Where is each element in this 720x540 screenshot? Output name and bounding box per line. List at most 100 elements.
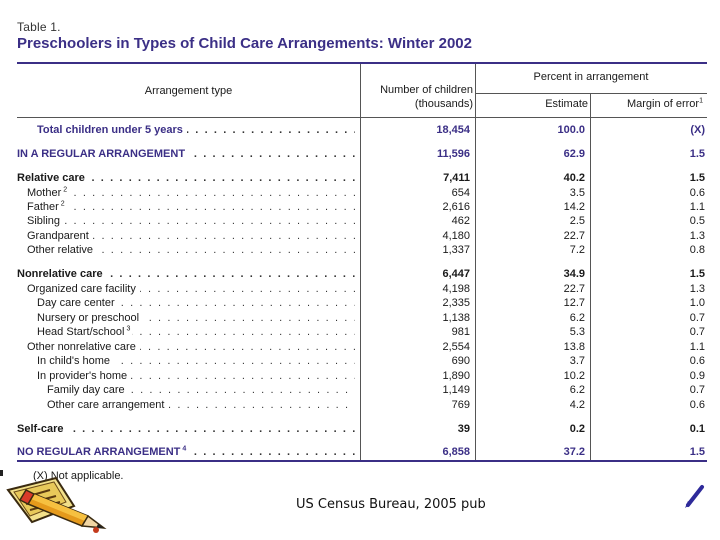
pen-icon <box>685 485 704 508</box>
cell-estimate: 12.7 <box>563 297 585 309</box>
cell-number: 769 <box>451 399 470 411</box>
cell-estimate: 3.5 <box>569 187 585 199</box>
cell-margin: 0.9 <box>689 370 705 382</box>
data-table: Arrangement type Number of children (tho… <box>17 62 707 462</box>
table-row: Other nonrelative care . . . . . . . . .… <box>17 340 707 354</box>
cell-number: 2,554 <box>442 341 470 353</box>
table-row: Day care center . . . . . . . . . . . . … <box>17 296 707 310</box>
row-label: Other relative . . . . . . . . . . . . .… <box>27 243 355 257</box>
cell-estimate: 34.9 <box>563 268 585 280</box>
column-divider <box>590 94 591 460</box>
row-label: In child's home . . . . . . . . . . . . … <box>37 354 355 368</box>
cell-margin: 1.5 <box>689 172 705 184</box>
cell-margin: (X) <box>690 124 705 136</box>
cell-estimate: 22.7 <box>563 283 585 295</box>
cell-margin: 0.8 <box>689 244 705 256</box>
cell-margin: 1.1 <box>689 201 705 213</box>
row-label: NO REGULAR ARRANGEMENT 4 . . . . . . . . … <box>17 445 355 459</box>
row-label: Father 2 . . . . . . . . . . . . . . . . … <box>27 200 355 214</box>
row-label: Total children under 5 years . . . . . .… <box>37 123 355 137</box>
row-label: Head Start/school 3 . . . . . . . . . . .… <box>37 325 355 339</box>
cell-number: 7,411 <box>443 172 470 184</box>
dot-leader: . . . . . . . . . . . . . . . . . . . . … <box>27 215 355 227</box>
cell-number: 6,447 <box>442 268 470 280</box>
cell-margin: 1.3 <box>689 230 705 242</box>
cell-number: 4,180 <box>442 230 470 242</box>
row-label: IN A REGULAR ARRANGEMENT . . . . . . . .… <box>17 147 355 161</box>
row-label: Self-care . . . . . . . . . . . . . . . … <box>17 422 355 436</box>
cell-number: 4,198 <box>442 283 470 295</box>
header-percent-group: Percent in arrangement <box>533 71 649 83</box>
table-title: Preschoolers in Types of Child Care Arra… <box>17 35 472 52</box>
cell-number: 39 <box>457 423 470 435</box>
table-row: Organized care facility . . . . . . . . … <box>17 282 707 296</box>
table-row: Father 2 . . . . . . . . . . . . . . . . … <box>17 200 707 214</box>
cell-estimate: 10.2 <box>563 370 585 382</box>
header-estimate: Estimate <box>545 98 588 110</box>
row-label: Nursery or preschool . . . . . . . . . .… <box>37 311 355 325</box>
header-number-line1: Number of children <box>380 84 473 96</box>
header-rule <box>17 117 707 118</box>
dot-leader: . . . . . . . . . . . . . . . . . . . . … <box>27 201 355 213</box>
cell-margin: 1.3 <box>689 283 705 295</box>
cell-margin: 1.0 <box>689 297 705 309</box>
table-label: Table 1. <box>17 20 61 34</box>
cell-number: 11,596 <box>436 148 470 160</box>
cell-number: 654 <box>451 187 470 199</box>
cell-margin: 0.1 <box>689 423 705 435</box>
cell-number: 18,454 <box>436 124 470 136</box>
table-row: Sibling . . . . . . . . . . . . . . . . … <box>17 214 707 228</box>
table-row: Head Start/school 3 . . . . . . . . . . .… <box>17 325 707 339</box>
table-row: Total children under 5 years . . . . . .… <box>17 123 707 137</box>
cell-number: 690 <box>451 355 470 367</box>
cell-estimate: 6.2 <box>569 312 585 324</box>
dot-leader: . . . . . . . . . . . . . . . . . . . . … <box>37 355 355 367</box>
table-row: Self-care . . . . . . . . . . . . . . . … <box>17 422 707 436</box>
dot-leader: . . . . . . . . . . . . . . . . . . . . … <box>17 423 355 435</box>
row-label: Mother 2 . . . . . . . . . . . . . . . . … <box>27 186 355 200</box>
cell-number: 1,138 <box>442 312 470 324</box>
row-label: Organized care facility . . . . . . . . … <box>27 282 355 296</box>
cell-estimate: 62.9 <box>563 148 585 160</box>
cell-margin: 0.6 <box>689 399 705 411</box>
cell-number: 1,337 <box>442 244 470 256</box>
column-divider <box>475 64 476 460</box>
cell-estimate: 0.2 <box>569 423 585 435</box>
table-row: IN A REGULAR ARRANGEMENT . . . . . . . .… <box>17 147 707 161</box>
cell-estimate: 40.2 <box>563 172 585 184</box>
table-row: Family day care . . . . . . . . . . . . … <box>17 383 707 397</box>
cell-margin: 1.5 <box>689 446 705 458</box>
row-label: Grandparent . . . . . . . . . . . . . . … <box>27 229 355 243</box>
cell-margin: 0.6 <box>689 187 705 199</box>
table-row: In child's home . . . . . . . . . . . . … <box>17 354 707 368</box>
header-arrangement-type: Arrangement type <box>144 85 233 97</box>
pencil-icon <box>6 476 107 533</box>
cell-estimate: 5.3 <box>569 326 585 338</box>
cell-number: 981 <box>451 326 470 338</box>
dot-leader: . . . . . . . . . . . . . . . . . . . . … <box>17 172 355 184</box>
row-label: Day care center . . . . . . . . . . . . … <box>37 296 355 310</box>
table-row: Grandparent . . . . . . . . . . . . . . … <box>17 229 707 243</box>
cell-estimate: 13.8 <box>563 341 585 353</box>
cell-number: 6,858 <box>442 446 470 458</box>
cell-estimate: 14.2 <box>563 201 585 213</box>
cell-estimate: 4.2 <box>569 399 585 411</box>
cell-margin: 1.5 <box>689 268 705 280</box>
dot-leader: . . . . . . . . . . . . . . . . . . . . … <box>27 187 355 199</box>
table-row: Other care arrangement . . . . . . . . .… <box>17 398 707 412</box>
row-label: Other nonrelative care . . . . . . . . .… <box>27 340 355 354</box>
cell-estimate: 7.2 <box>569 244 585 256</box>
cell-margin: 1.1 <box>689 341 705 353</box>
table-row: Other relative . . . . . . . . . . . . .… <box>17 243 707 257</box>
column-divider <box>360 64 361 460</box>
cell-number: 1,149 <box>442 384 470 396</box>
header-margin-of-error: Margin of error1 <box>626 97 703 110</box>
cell-estimate: 2.5 <box>569 215 585 227</box>
cell-number: 2,616 <box>442 201 470 213</box>
cell-margin: 0.7 <box>689 384 705 396</box>
row-label: Family day care . . . . . . . . . . . . … <box>47 383 355 397</box>
table-row: In provider's home . . . . . . . . . . .… <box>17 369 707 383</box>
row-label: Relative care . . . . . . . . . . . . . … <box>17 171 355 185</box>
cell-number: 1,890 <box>442 370 470 382</box>
table-row: Relative care . . . . . . . . . . . . . … <box>17 171 707 185</box>
